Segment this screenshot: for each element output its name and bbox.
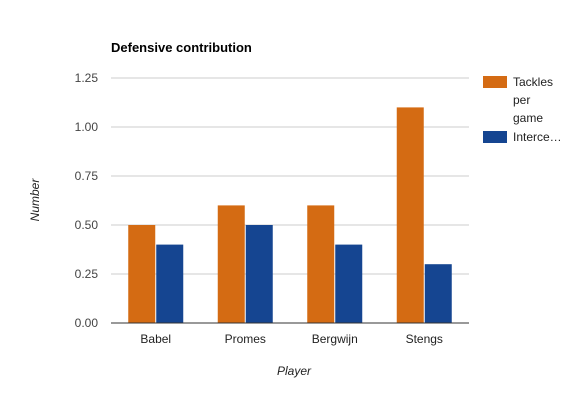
y-tick-label: 0.25 (75, 267, 99, 281)
x-axis-title: Player (277, 364, 312, 378)
legend-label: game (513, 111, 543, 125)
legend-label: Interce… (513, 130, 562, 144)
x-category-label: Promes (225, 332, 266, 346)
bars (111, 107, 469, 324)
bar-interceptions-promes (245, 225, 273, 323)
y-axis-ticks: 0.00 0.25 0.50 0.75 1.00 1.25 (75, 71, 99, 330)
legend-swatch-tackles (483, 76, 507, 88)
x-category-label: Bergwijn (312, 332, 358, 346)
x-category-label: Stengs (406, 332, 443, 346)
legend-swatch-interceptions (483, 131, 507, 143)
bar-tackles-promes (217, 205, 245, 323)
chart-title: Defensive contribution (111, 40, 252, 55)
y-tick-label: 1.00 (75, 120, 99, 134)
y-tick-label: 0.00 (75, 316, 99, 330)
legend-label: Tackles (513, 75, 553, 89)
y-tick-label: 1.25 (75, 71, 99, 85)
legend-label: per (513, 93, 530, 107)
bar-tackles-stengs (396, 107, 424, 324)
x-category-label: Babel (140, 332, 171, 346)
y-axis-title: Number (28, 178, 42, 222)
bar-tackles-babel (128, 225, 156, 323)
y-tick-label: 0.75 (75, 169, 99, 183)
bar-interceptions-stengs (424, 264, 452, 323)
y-tick-label: 0.50 (75, 218, 99, 232)
x-axis-categories: Babel Promes Bergwijn Stengs (140, 332, 443, 346)
bar-interceptions-bergwijn (335, 244, 363, 323)
legend: Tackles per game Interce… (483, 75, 562, 144)
bar-tackles-bergwijn (307, 205, 335, 323)
bar-interceptions-babel (156, 244, 184, 323)
